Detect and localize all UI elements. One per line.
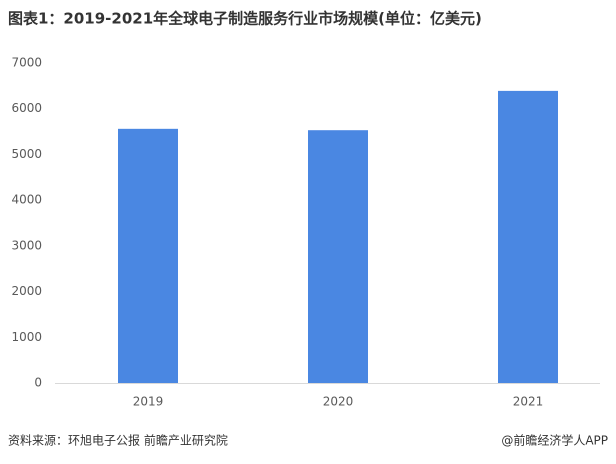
y-tick-label: 7000 bbox=[11, 56, 42, 70]
source-note: 资料来源：环旭电子公报 前瞻产业研究院 bbox=[8, 433, 228, 448]
bar bbox=[118, 128, 178, 383]
y-tick-label: 3000 bbox=[11, 238, 42, 252]
bar bbox=[498, 90, 558, 383]
y-tick-label: 1000 bbox=[11, 330, 42, 344]
x-tick-label: 2020 bbox=[323, 395, 354, 409]
y-tick-label: 2000 bbox=[11, 284, 42, 298]
y-tick-label: 0 bbox=[34, 376, 42, 390]
y-tick-label: 6000 bbox=[11, 101, 42, 115]
x-tick-label: 2019 bbox=[133, 395, 164, 409]
credit: @前瞻经济学人APP bbox=[501, 433, 608, 448]
x-tick-label: 2021 bbox=[513, 395, 544, 409]
chart-title: 图表1：2019-2021年全球电子制造服务行业市场规模(单位：亿美元) bbox=[8, 10, 482, 28]
bar bbox=[308, 130, 368, 383]
y-tick-label: 5000 bbox=[11, 147, 42, 161]
y-tick-label: 4000 bbox=[11, 193, 42, 207]
